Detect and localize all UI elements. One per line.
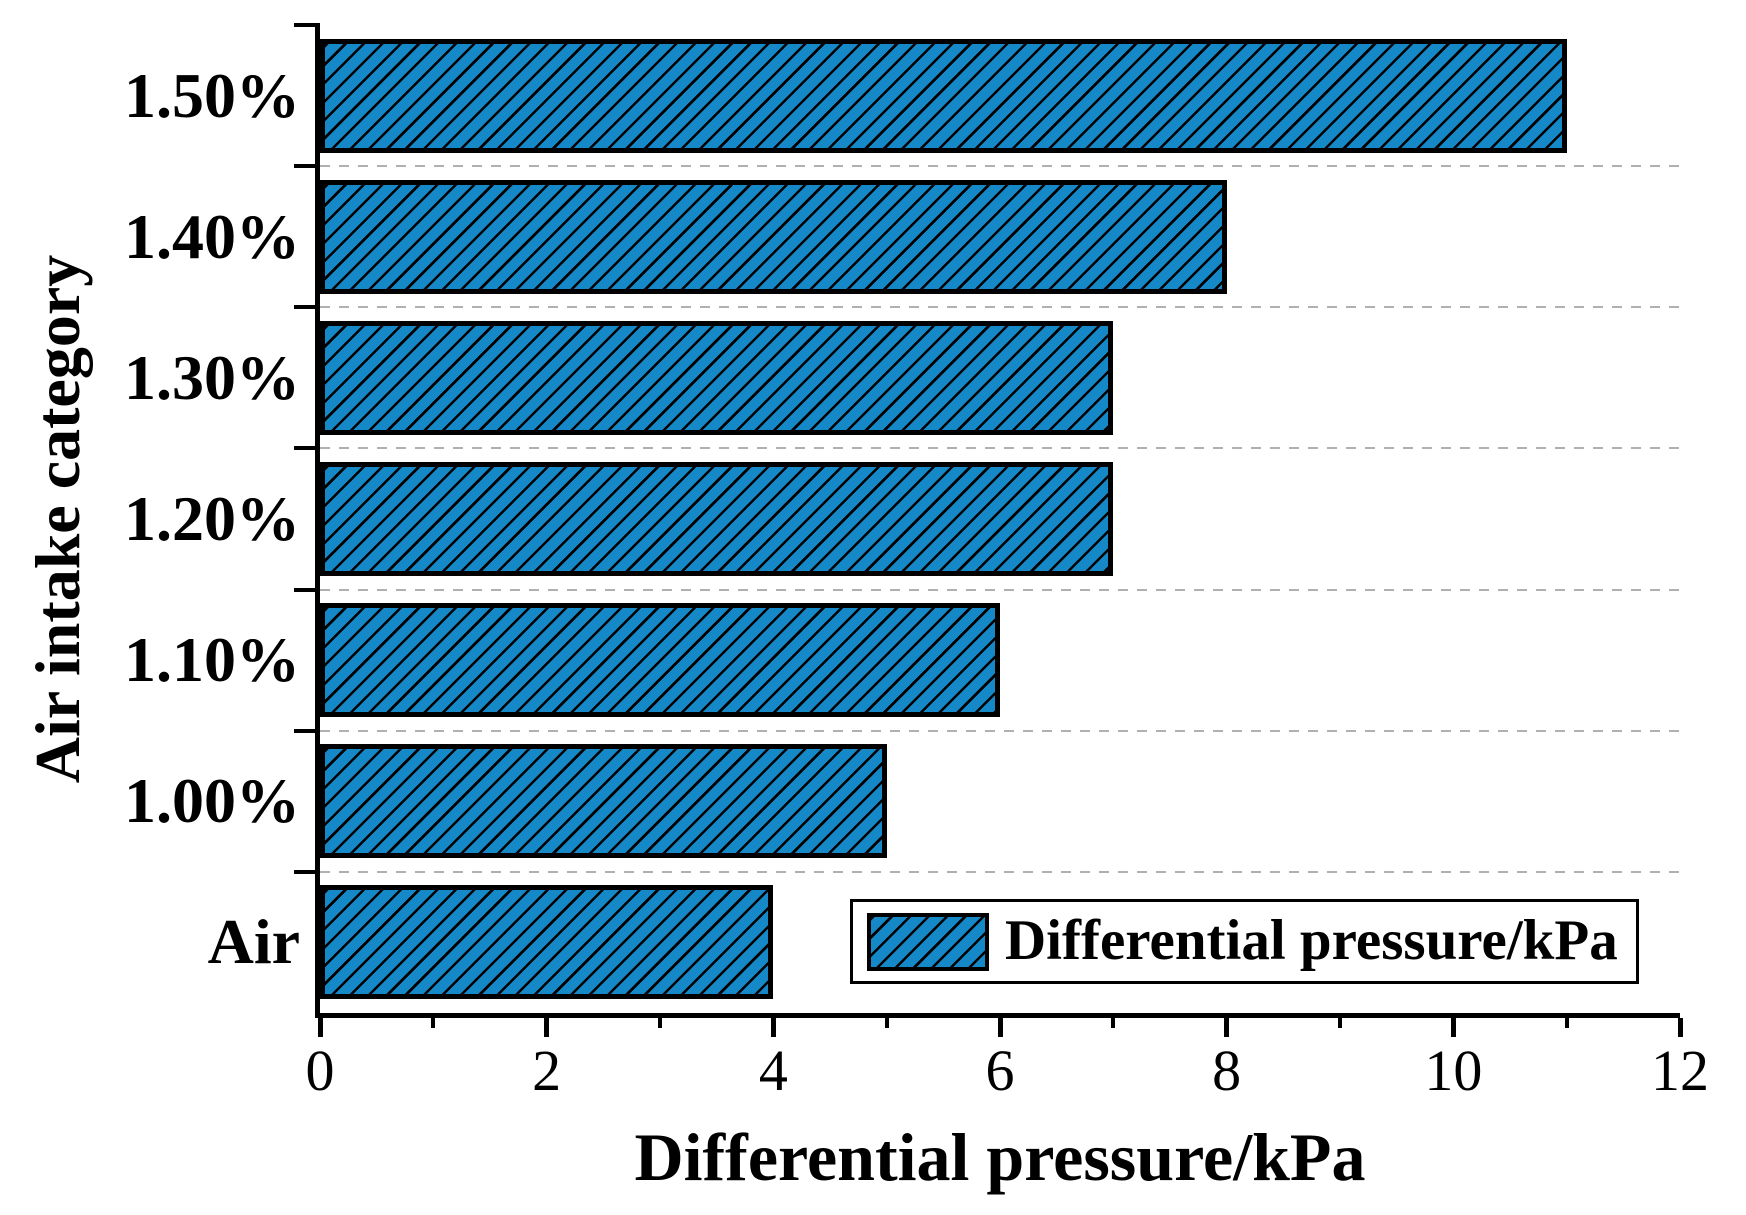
legend-swatch-hatched-icon <box>867 912 989 971</box>
y-axis-tick <box>294 23 320 27</box>
y-tick-label-1-00: 1.00% <box>124 765 300 837</box>
gridline <box>320 870 1680 873</box>
gridline <box>320 306 1680 309</box>
bar-1-00 <box>320 744 887 859</box>
gridline <box>320 165 1680 168</box>
bar-1-30 <box>320 320 1114 435</box>
x-axis-minor-tick <box>431 1018 436 1028</box>
x-axis-major-tick <box>544 1018 550 1037</box>
plot-area <box>315 25 1680 1018</box>
bar-1-50 <box>320 38 1567 153</box>
y-axis-tick <box>294 587 320 592</box>
y-tick-label-1-30: 1.30% <box>124 341 300 413</box>
x-tick-label: 6 <box>985 1038 1015 1103</box>
gridline <box>320 729 1680 732</box>
y-tick-label-1-10: 1.10% <box>124 624 300 696</box>
x-tick-label: 8 <box>1212 1038 1242 1103</box>
x-axis-minor-tick <box>658 1018 662 1028</box>
y-axis-tick <box>294 728 320 733</box>
x-tick-label: 2 <box>532 1038 562 1103</box>
y-axis-tick <box>294 305 320 310</box>
bar-1-20 <box>320 462 1114 576</box>
x-axis-title: Differential pressure/kPa <box>634 1119 1366 1195</box>
x-tick-label: 4 <box>758 1038 788 1103</box>
x-tick-label: 10 <box>1424 1038 1483 1103</box>
y-tick-label-1-40: 1.40% <box>124 200 300 272</box>
x-axis-minor-tick <box>1564 1018 1569 1028</box>
x-axis-major-tick <box>317 1018 323 1037</box>
legend: Differential pressure/kPa <box>850 899 1639 984</box>
x-tick-label: 12 <box>1651 1038 1709 1103</box>
x-axis-minor-tick <box>1111 1018 1116 1028</box>
bar-1-40 <box>320 179 1227 294</box>
legend-label: Differential pressure/kPa <box>1005 908 1618 972</box>
bar-1-10 <box>320 603 1000 718</box>
gridline <box>320 588 1680 591</box>
y-tick-label-1-50: 1.50% <box>124 59 300 131</box>
x-axis-minor-tick <box>884 1018 889 1028</box>
bar-air <box>320 885 774 1000</box>
y-axis-tick <box>294 869 320 874</box>
x-axis-minor-tick <box>1338 1018 1342 1028</box>
x-axis-major-tick <box>770 1018 776 1037</box>
y-axis-tick <box>294 446 320 451</box>
x-axis-major-tick <box>1450 1018 1456 1037</box>
gridline <box>320 447 1680 450</box>
x-axis-major-tick <box>1677 1018 1683 1037</box>
y-tick-label-air: Air <box>207 906 300 978</box>
x-axis-major-tick <box>1224 1018 1230 1037</box>
x-axis-major-tick <box>997 1018 1003 1037</box>
x-tick-label: 0 <box>305 1038 335 1103</box>
y-axis-tick <box>294 164 320 169</box>
y-tick-label-1-20: 1.20% <box>124 483 300 554</box>
